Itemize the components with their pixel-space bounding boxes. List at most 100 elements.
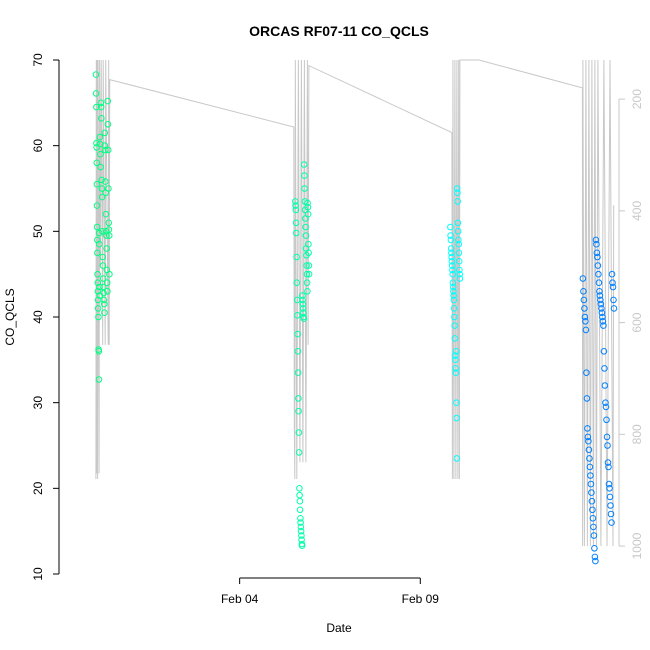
data-point [100,289,107,297]
data-point [453,455,461,462]
data-point [103,279,111,287]
data-point [295,407,302,415]
data-point [298,532,305,539]
data-point [301,185,308,192]
data-point [299,292,306,299]
data-point [583,369,590,377]
data-point [300,161,308,168]
data-point [586,455,593,462]
data-point [594,253,601,261]
data-point [294,348,302,355]
data-point [92,71,100,78]
data-point [449,266,456,274]
data-point [93,159,101,167]
altitude-line [95,59,615,547]
data-point [449,279,457,287]
data-point [448,253,456,261]
data-point [98,185,106,192]
data-point [603,433,611,441]
data-point [104,288,111,295]
data-point [581,305,588,312]
secondary-altitude-series [95,59,615,547]
y-tick-label: 20 [31,481,45,495]
data-point [609,283,617,291]
data-point [449,270,457,278]
data-point [450,288,457,295]
series-rf11 [579,236,618,565]
data-point [92,90,100,97]
data-point [302,223,309,231]
data-point [610,296,617,304]
y-tick-label: 30 [31,396,45,410]
y2-tick-label: 600 [630,312,644,332]
data-point [606,485,613,492]
data-point [94,305,102,312]
data-point [303,270,311,278]
data-point [95,348,103,355]
data-point [608,519,615,526]
data-point [447,245,455,252]
data-point [304,288,311,295]
data-point [600,348,608,355]
scatter-points [92,71,618,565]
data-point [93,103,100,111]
series-rf08 [292,161,313,550]
data-point [99,228,106,235]
data-point [604,459,612,466]
data-point [600,322,607,329]
data-point [582,318,589,325]
data-point [454,189,461,197]
data-point [304,210,312,218]
data-point [94,288,102,295]
data-point [94,279,102,287]
y-axis-left: 10 20 30 40 50 60 70 [31,53,60,581]
data-point [456,270,464,278]
data-point [602,399,609,407]
data-point [591,545,598,552]
data-point [95,376,103,383]
data-point [301,172,308,179]
data-point [94,270,101,278]
data-point [292,202,299,209]
data-point [453,185,461,192]
data-point [598,305,605,312]
data-point [610,305,618,312]
data-point [584,425,591,432]
data-point [100,296,108,304]
data-point [99,262,107,269]
data-point [589,506,596,514]
data-point [601,365,608,372]
data-point [104,146,112,154]
data-point [447,232,454,239]
data-point [304,199,311,207]
data-point [450,292,458,299]
data-point [305,249,312,257]
data-point [101,309,108,317]
data-point [98,115,105,122]
data-point [97,163,104,171]
data-point [585,437,592,445]
data-point [300,315,308,323]
data-point [592,236,600,244]
data-point [607,510,615,518]
data-point [101,146,109,154]
x-axis: Feb 04 Feb 09 [221,577,439,606]
data-point [601,382,609,389]
data-point [451,313,458,321]
data-point [295,449,303,456]
data-point [97,99,105,107]
data-point [104,121,112,128]
data-point [447,223,454,231]
y2-tick-label: 1000 [630,532,644,559]
data-point [105,232,113,239]
data-point [596,288,603,295]
data-point [295,429,303,436]
data-point [96,240,103,248]
data-point [302,232,310,239]
data-point [296,491,303,499]
data-point [581,313,589,321]
data-point [452,365,460,372]
data-point [452,369,460,377]
data-point [303,279,311,287]
data-point [295,395,302,402]
